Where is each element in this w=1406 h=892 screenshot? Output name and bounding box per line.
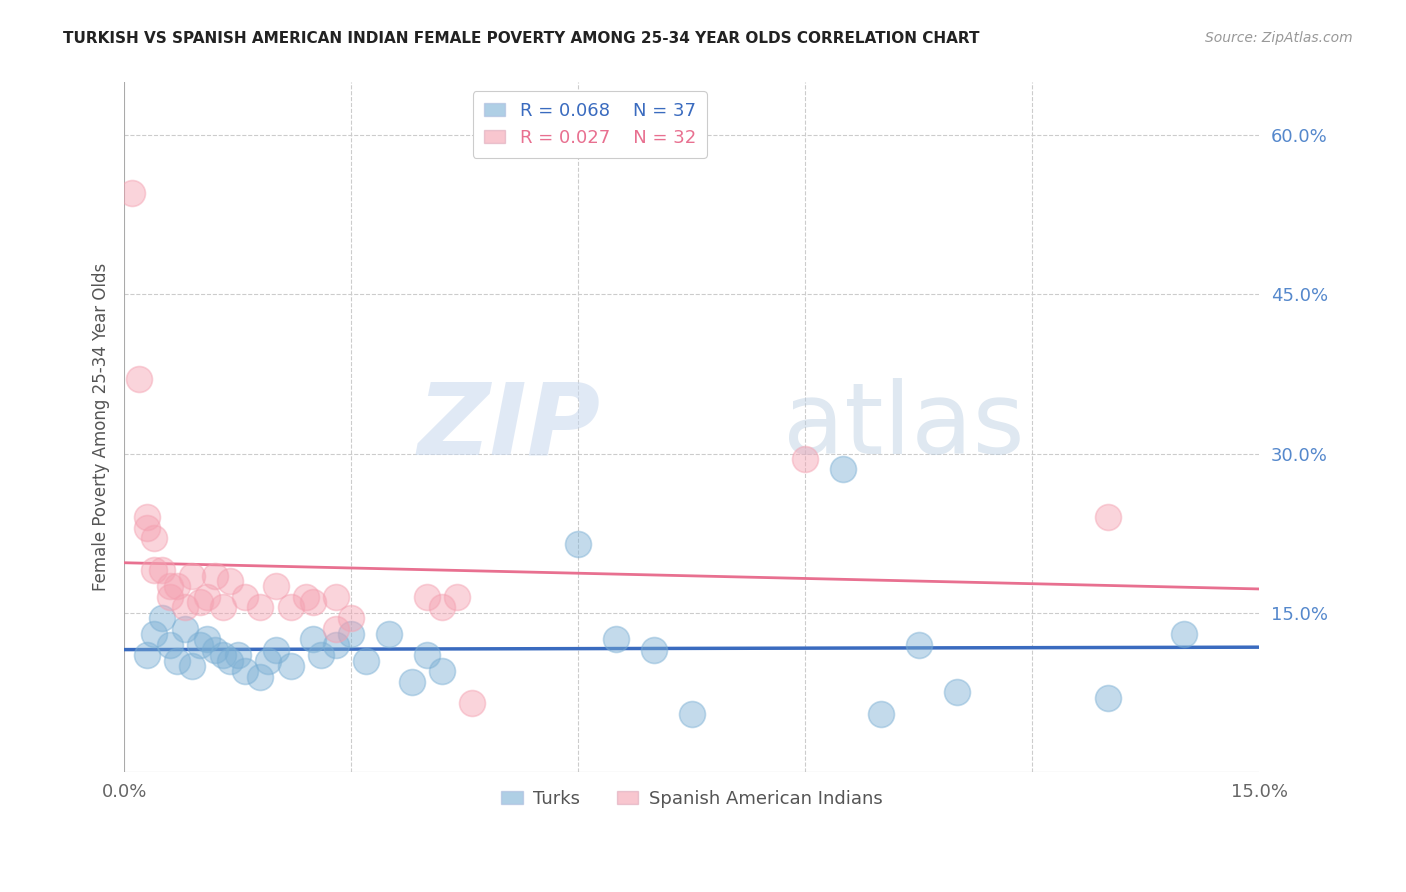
Point bbox=[159, 590, 181, 604]
Point bbox=[302, 595, 325, 609]
Point bbox=[226, 648, 249, 663]
Point bbox=[166, 579, 188, 593]
Point bbox=[908, 638, 931, 652]
Point bbox=[257, 654, 280, 668]
Point bbox=[340, 611, 363, 625]
Point bbox=[159, 638, 181, 652]
Point bbox=[150, 611, 173, 625]
Point bbox=[280, 600, 302, 615]
Point bbox=[325, 622, 347, 636]
Point bbox=[794, 451, 817, 466]
Point bbox=[219, 574, 242, 588]
Point bbox=[356, 654, 378, 668]
Point bbox=[135, 521, 157, 535]
Point bbox=[173, 600, 195, 615]
Point bbox=[1173, 627, 1195, 641]
Point bbox=[280, 659, 302, 673]
Point bbox=[188, 595, 211, 609]
Text: TURKISH VS SPANISH AMERICAN INDIAN FEMALE POVERTY AMONG 25-34 YEAR OLDS CORRELAT: TURKISH VS SPANISH AMERICAN INDIAN FEMAL… bbox=[63, 31, 980, 46]
Point bbox=[135, 510, 157, 524]
Point bbox=[378, 627, 401, 641]
Point bbox=[204, 643, 226, 657]
Point bbox=[870, 706, 893, 721]
Text: atlas: atlas bbox=[783, 378, 1025, 475]
Y-axis label: Female Poverty Among 25-34 Year Olds: Female Poverty Among 25-34 Year Olds bbox=[93, 263, 110, 591]
Point bbox=[567, 537, 589, 551]
Point bbox=[181, 568, 204, 582]
Point bbox=[128, 372, 150, 386]
Point bbox=[325, 590, 347, 604]
Point bbox=[416, 590, 439, 604]
Point bbox=[166, 654, 188, 668]
Point bbox=[1097, 690, 1119, 705]
Point bbox=[1097, 510, 1119, 524]
Point bbox=[681, 706, 703, 721]
Point bbox=[143, 563, 166, 577]
Text: ZIP: ZIP bbox=[418, 378, 600, 475]
Point bbox=[181, 659, 204, 673]
Point bbox=[264, 579, 287, 593]
Text: Source: ZipAtlas.com: Source: ZipAtlas.com bbox=[1205, 31, 1353, 45]
Point bbox=[143, 532, 166, 546]
Point bbox=[605, 632, 627, 647]
Point bbox=[143, 627, 166, 641]
Point bbox=[325, 638, 347, 652]
Point bbox=[446, 590, 468, 604]
Point bbox=[211, 648, 233, 663]
Point bbox=[173, 622, 195, 636]
Point bbox=[188, 638, 211, 652]
Point bbox=[204, 568, 226, 582]
Point bbox=[401, 674, 423, 689]
Point bbox=[197, 590, 219, 604]
Point bbox=[159, 579, 181, 593]
Point bbox=[461, 696, 484, 710]
Point bbox=[945, 685, 967, 699]
Point bbox=[430, 664, 453, 678]
Point bbox=[219, 654, 242, 668]
Point bbox=[416, 648, 439, 663]
Point bbox=[211, 600, 233, 615]
Point bbox=[309, 648, 332, 663]
Point bbox=[264, 643, 287, 657]
Point bbox=[135, 648, 157, 663]
Point bbox=[197, 632, 219, 647]
Point bbox=[150, 563, 173, 577]
Legend: Turks, Spanish American Indians: Turks, Spanish American Indians bbox=[494, 782, 890, 814]
Point bbox=[249, 669, 271, 683]
Point bbox=[249, 600, 271, 615]
Point bbox=[302, 632, 325, 647]
Point bbox=[832, 462, 855, 476]
Point bbox=[430, 600, 453, 615]
Point bbox=[233, 664, 256, 678]
Point bbox=[643, 643, 665, 657]
Point bbox=[295, 590, 318, 604]
Point bbox=[233, 590, 256, 604]
Point bbox=[121, 186, 143, 201]
Point bbox=[340, 627, 363, 641]
